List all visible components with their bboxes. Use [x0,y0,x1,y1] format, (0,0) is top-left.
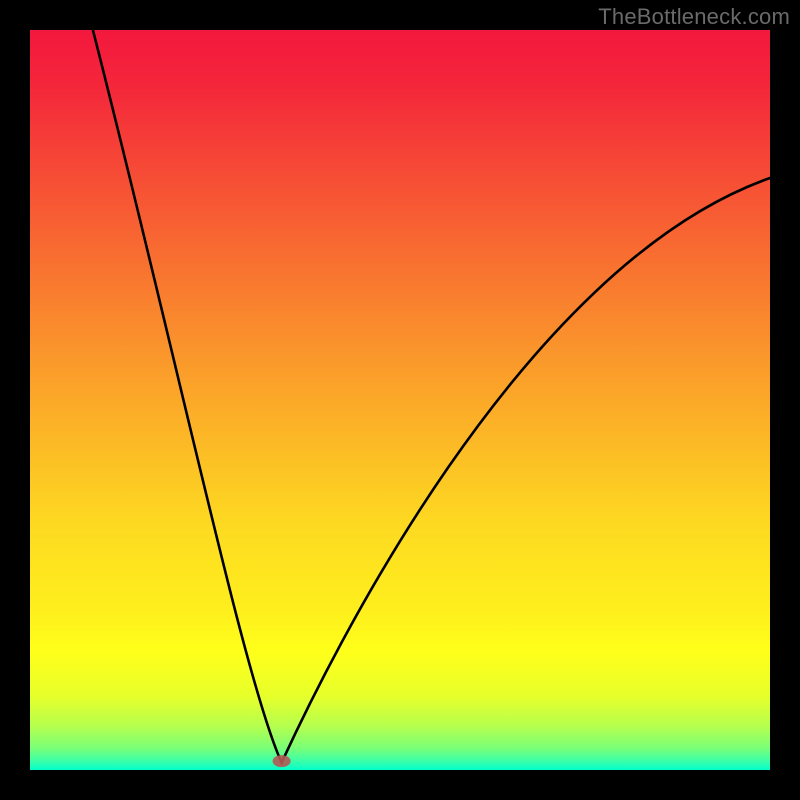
minimum-marker [273,755,291,767]
plot-background-gradient [30,30,770,770]
chart-frame: TheBottleneck.com [0,0,800,800]
watermark-text: TheBottleneck.com [598,4,790,30]
bottleneck-curve-plot [30,30,770,770]
